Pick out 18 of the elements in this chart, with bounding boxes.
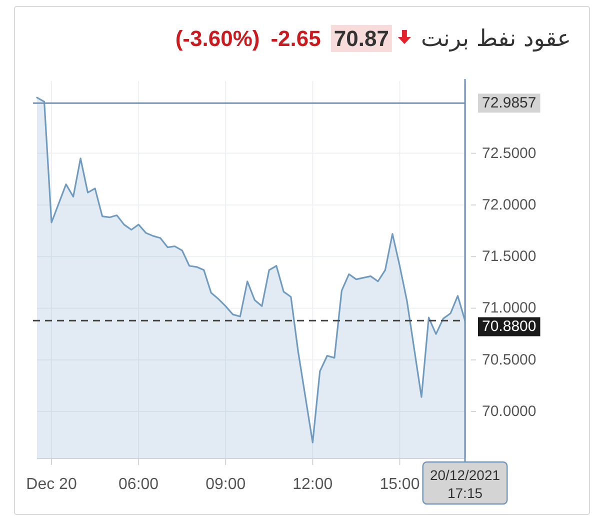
x-tick-label: Dec 20	[26, 476, 77, 493]
text: -2.65	[270, 26, 321, 51]
x-tick-label: 15:00	[380, 476, 420, 493]
y-tick-label: 72.5000	[482, 144, 536, 162]
y-tick-label: 71.0000	[482, 300, 536, 317]
ref-line-label: 72.9857	[482, 94, 536, 112]
x-tick-label: 06:00	[118, 476, 159, 493]
y-tick-label: 71.5000	[482, 248, 536, 266]
chart-title: عقود نفط برنت	[420, 26, 571, 52]
text: 70.87	[334, 26, 389, 51]
text: (-3.60%)	[175, 26, 260, 51]
ref-line-label: 70.8800	[482, 318, 536, 336]
y-tick-label: 70.0000	[482, 403, 536, 420]
y-tick-label: 70.5000	[482, 351, 536, 368]
y-tick-label: 72.0000	[482, 196, 536, 214]
x-tick-label: 09:00	[206, 476, 246, 493]
ref-line-label: 20/12/2021 17:15	[430, 467, 500, 501]
x-tick-label: 12:00	[292, 476, 333, 493]
